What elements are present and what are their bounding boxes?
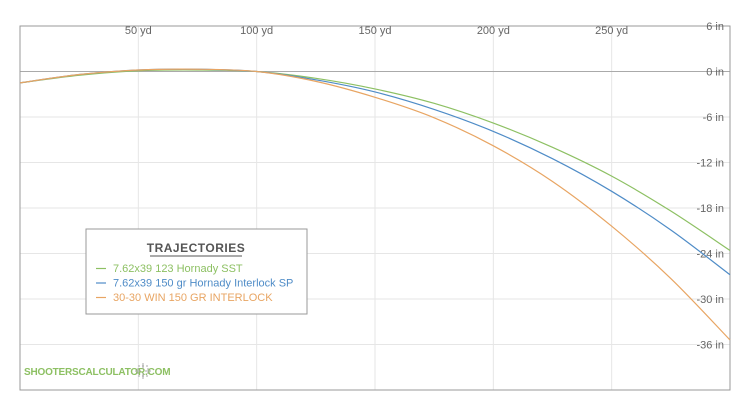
plot-area xyxy=(19,25,731,391)
legend: TRAJECTORIES 7.62x39 123 Hornady SST7.62… xyxy=(85,228,308,315)
x-tick-label: 50 yd xyxy=(125,25,152,37)
y-tick-label: 6 in xyxy=(706,21,724,33)
series-lines xyxy=(19,68,731,341)
y-tick-label: -30 in xyxy=(696,294,724,306)
legend-item[interactable]: 7.62x39 123 Hornady SST xyxy=(96,263,243,275)
series-line-3 xyxy=(19,68,731,341)
legend-label: 30-30 WIN 150 GR INTERLOCK xyxy=(113,292,273,304)
watermark-text: SHOOTERSCALCULATOR.COM xyxy=(24,367,170,378)
x-tick-label: 150 yd xyxy=(358,25,391,37)
y-tick-label: -24 in xyxy=(696,249,724,261)
y-tick-label: -18 in xyxy=(696,203,724,215)
x-tick-label: 250 yd xyxy=(595,25,628,37)
legend-item[interactable]: 30-30 WIN 150 GR INTERLOCK xyxy=(96,292,273,304)
y-tick-label: -6 in xyxy=(703,112,724,124)
y-tick-label: 0 in xyxy=(706,67,724,79)
crosshair-icon xyxy=(135,363,151,379)
grid xyxy=(20,25,730,390)
legend-label: 7.62x39 150 gr Hornady Interlock SP xyxy=(113,278,293,290)
y-axis-ticks: 6 in 0 in -6 in -12 in -18 in -24 in -30 in -36… xyxy=(696,21,724,352)
series-line-1 xyxy=(19,69,731,251)
legend-title: TRAJECTORIES xyxy=(147,241,245,255)
watermark[interactable]: SHOOTERSCALCULATOR.COM xyxy=(24,363,171,379)
legend-label: 7.62x39 123 Hornady SST xyxy=(113,263,243,275)
legend-box xyxy=(85,228,308,315)
legend-items: 7.62x39 123 Hornady SST 7.62x39 150 gr Ho… xyxy=(96,263,293,304)
legend-item[interactable]: 7.62x39 150 gr Hornady Interlock SP xyxy=(96,278,293,290)
y-tick-label: -12 in xyxy=(696,158,724,170)
x-tick-label: 200 yd xyxy=(477,25,510,37)
x-axis-ticks: 50 yd 100 yd 150 yd 200 yd 250 yd xyxy=(125,25,628,37)
y-tick-label: -36 in xyxy=(696,340,724,352)
x-tick-label: 100 yd xyxy=(240,25,273,37)
